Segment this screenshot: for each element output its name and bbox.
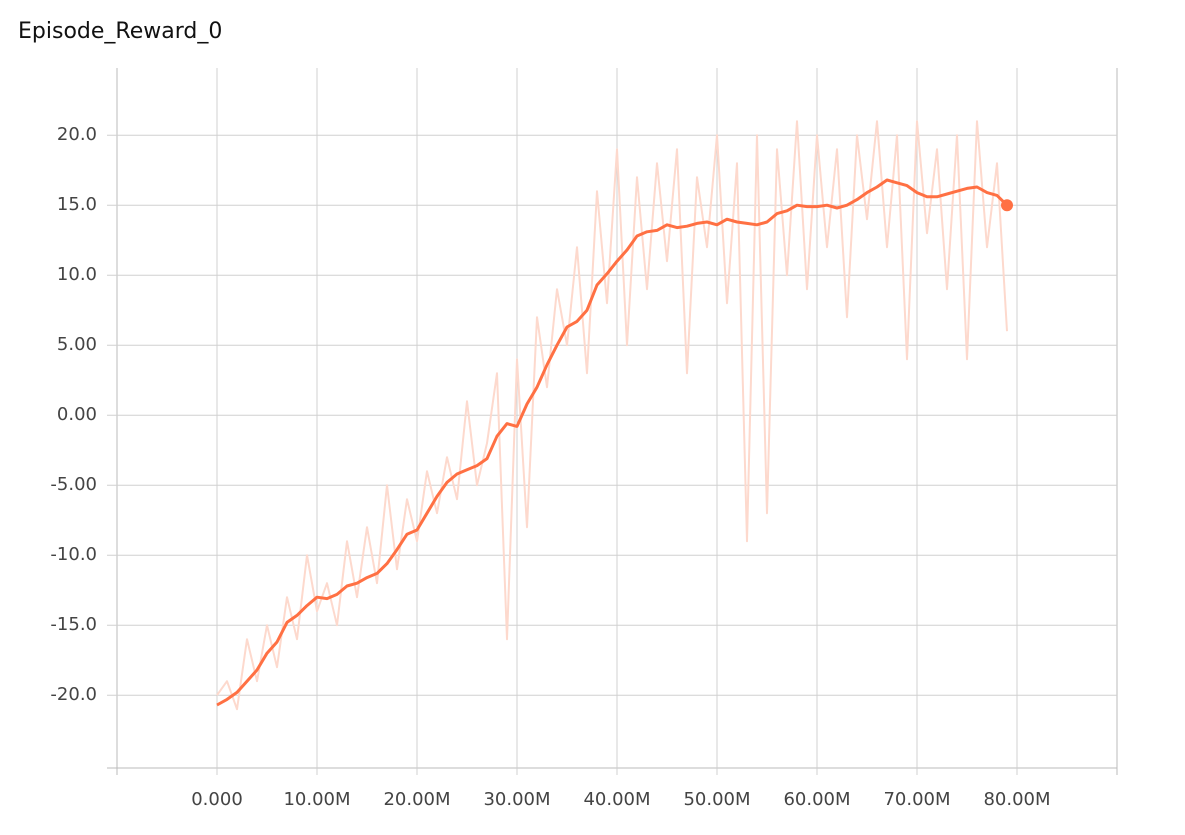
y-tick-label: -10.0 xyxy=(50,544,97,565)
y-tick-label: -5.00 xyxy=(50,474,97,495)
chart-title: Episode_Reward_0 xyxy=(18,19,222,44)
x-tick-label: 10.00M xyxy=(283,789,350,810)
x-tick-label: 0.000 xyxy=(191,789,243,810)
x-tick-label: 30.00M xyxy=(483,789,550,810)
x-tick-label: 40.00M xyxy=(583,789,650,810)
raw-line xyxy=(216,120,1008,711)
y-tick-label: 15.0 xyxy=(57,194,97,215)
y-tick-label: 10.0 xyxy=(57,264,97,285)
y-tick-label: 20.0 xyxy=(57,124,97,145)
smoothed-line xyxy=(216,178,1009,707)
x-tick-label: 50.00M xyxy=(683,789,750,810)
x-tick-label: 20.00M xyxy=(383,789,450,810)
x-tick-label: 80.00M xyxy=(983,789,1050,810)
x-tick-label: 60.00M xyxy=(783,789,850,810)
y-tick-label: -20.0 xyxy=(50,684,97,705)
y-tick-label: -15.0 xyxy=(50,614,97,635)
x-tick-label: 70.00M xyxy=(883,789,950,810)
y-tick-label: 0.00 xyxy=(57,404,97,425)
last-point xyxy=(1001,199,1013,212)
y-tick-label: 5.00 xyxy=(57,334,97,355)
